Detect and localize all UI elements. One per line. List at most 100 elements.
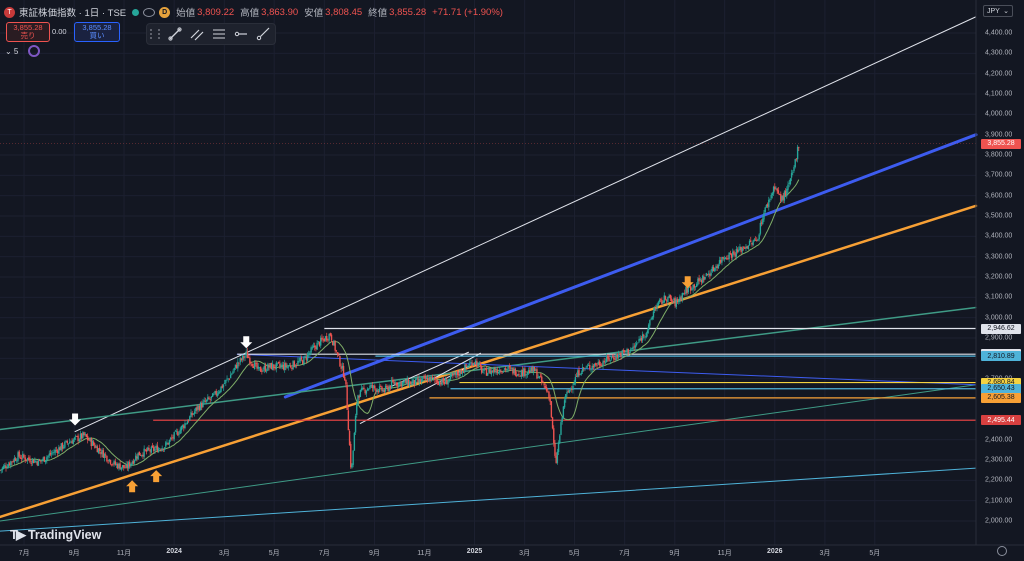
candle-body xyxy=(396,384,399,386)
market-status-icon xyxy=(132,8,140,16)
candle-body xyxy=(622,350,625,352)
candle-body xyxy=(425,377,428,380)
currency-selector[interactable]: JPY ⌄ xyxy=(983,5,1013,17)
candle-body xyxy=(336,352,339,355)
candle-body xyxy=(232,371,234,374)
candle-body xyxy=(53,452,55,454)
sell-label: 売り xyxy=(20,31,36,40)
parallel-channel-icon[interactable] xyxy=(188,26,207,42)
horizontal-ray-icon[interactable] xyxy=(231,26,250,42)
candle-body xyxy=(429,376,431,382)
annotation-arrow-icon xyxy=(126,480,139,493)
price-tick-label: 3,700.00 xyxy=(985,171,1013,179)
candle-body xyxy=(329,333,332,336)
candle-body xyxy=(706,273,709,275)
candle-body xyxy=(778,193,781,195)
candle-body xyxy=(219,391,221,394)
candle-body xyxy=(747,245,750,250)
indicator-label[interactable]: ⌄ 5 xyxy=(5,46,19,56)
ray-icon[interactable] xyxy=(253,26,272,42)
candle-body xyxy=(285,363,287,368)
candle-body xyxy=(722,256,724,259)
candle-body xyxy=(62,446,65,448)
candle-body xyxy=(321,337,323,340)
fib-retracement-icon[interactable] xyxy=(209,26,228,42)
candle-body xyxy=(11,461,13,463)
candle-body xyxy=(563,400,566,408)
candle-body xyxy=(101,449,103,454)
indicator-legend[interactable]: ⌄ 5 xyxy=(5,45,41,57)
current-price-tag: 3,855.28 xyxy=(981,138,1021,149)
candle-body xyxy=(40,460,42,462)
gear-icon[interactable] xyxy=(997,546,1007,556)
candle-body xyxy=(292,360,294,370)
candle-body xyxy=(714,268,716,272)
candle-body xyxy=(679,296,681,302)
buy-button[interactable]: 3,855.28 買い xyxy=(74,22,120,42)
candle-body xyxy=(760,222,763,224)
candle-body xyxy=(584,368,586,370)
tradingview-logo-icon: T▶ xyxy=(10,527,26,542)
trendline xyxy=(283,133,978,399)
candle-body xyxy=(97,448,100,454)
candle-body xyxy=(107,461,109,463)
drag-handle-icon[interactable] xyxy=(150,29,160,39)
candle-body xyxy=(440,382,442,385)
candle-body xyxy=(653,307,656,311)
candle-body xyxy=(314,345,316,348)
candle-body xyxy=(277,362,280,364)
trendline xyxy=(389,351,469,388)
indicator-settings-icon[interactable] xyxy=(28,45,41,57)
candle-body xyxy=(261,371,263,373)
candle-body xyxy=(764,207,766,213)
candle-body xyxy=(452,373,454,376)
candle-body xyxy=(398,382,400,387)
candle-body xyxy=(626,348,628,353)
candle-body xyxy=(68,441,71,444)
candle-body xyxy=(119,463,121,470)
candle-body xyxy=(703,276,705,281)
candle-body xyxy=(675,299,677,307)
candle-body xyxy=(506,369,508,371)
candle-body xyxy=(438,381,441,385)
candle-body xyxy=(35,461,37,463)
candle-body xyxy=(177,431,179,436)
candle-body xyxy=(96,446,98,453)
symbol-title[interactable]: 東証株価指数 · 1日 · TSE xyxy=(19,8,127,19)
candle-body xyxy=(59,447,61,451)
candle-body xyxy=(322,338,324,340)
candle-body xyxy=(138,451,141,456)
candle-body xyxy=(215,390,217,396)
candle-body xyxy=(0,470,1,471)
candle-body xyxy=(787,184,789,190)
candle-body xyxy=(265,370,268,372)
eye-icon[interactable] xyxy=(143,7,156,17)
trend-line-icon[interactable] xyxy=(166,26,185,42)
candle-body xyxy=(302,360,304,365)
candle-body xyxy=(712,267,715,271)
candle-body xyxy=(311,347,314,349)
candle-body xyxy=(241,355,244,360)
low-value: 3,808.45 xyxy=(325,6,363,18)
candle-body xyxy=(127,462,130,469)
candle-body xyxy=(585,366,587,368)
annotation-arrow-icon xyxy=(681,276,694,289)
candle-body xyxy=(273,364,275,369)
sell-button[interactable]: 3,855.28 売り xyxy=(6,22,50,42)
candle-body xyxy=(614,358,616,360)
candle-body xyxy=(555,455,557,463)
candle-body xyxy=(178,433,180,435)
candle-body xyxy=(536,369,538,379)
price-tick-label: 2,300.00 xyxy=(985,456,1013,464)
candle-body xyxy=(674,297,676,307)
candle-body xyxy=(748,240,751,246)
candle-body xyxy=(419,379,422,382)
candle-body xyxy=(362,387,364,390)
candle-body xyxy=(82,432,84,439)
data-badge[interactable]: D xyxy=(159,6,171,18)
candle-body xyxy=(189,416,191,421)
candle-body xyxy=(551,417,554,429)
candle-body xyxy=(281,364,283,367)
candle-body xyxy=(179,429,181,434)
